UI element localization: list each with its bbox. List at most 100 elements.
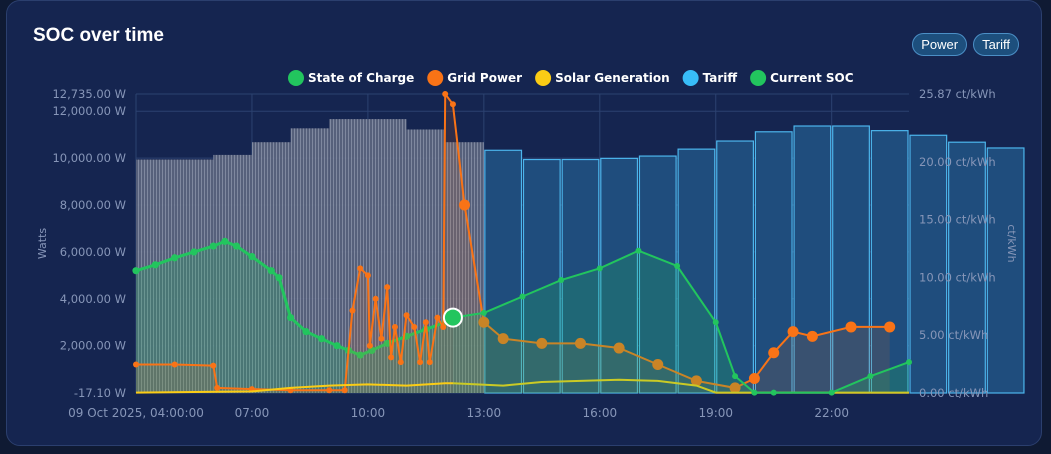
- axes: -17.10 W 2,000.00 W 4,000.00 W 6,000.00 W 8,…: [36, 87, 1018, 420]
- tariff-bar: [986, 147, 1025, 394]
- state-of-charge-point: [248, 253, 256, 261]
- grid-power-point: [422, 319, 429, 326]
- x-tick-label: 10:00: [351, 406, 386, 420]
- current-soc-point: [519, 293, 526, 300]
- series-lines: [132, 91, 912, 396]
- current-soc-point: [480, 309, 487, 316]
- tariff-bar-past: [367, 119, 407, 394]
- state-of-charge-point: [209, 242, 217, 250]
- current-soc-line: [452, 249, 910, 394]
- grid-power-point: [449, 101, 456, 108]
- current-soc-point: [674, 262, 681, 269]
- grid-power-point: [384, 284, 391, 291]
- x-tick-label: 13:00: [467, 406, 502, 420]
- solar-generation-legend-label: Solar Generation: [555, 71, 670, 85]
- grid-power-point: [366, 342, 373, 349]
- grid-power-point: [497, 333, 509, 345]
- state-of-charge-point: [190, 248, 198, 256]
- current-soc-point: [596, 265, 603, 272]
- grid-power-point: [806, 330, 818, 342]
- state-of-charge-legend-label: State of Charge: [308, 71, 414, 85]
- chart-toggle-group: Power Tariff: [912, 33, 1019, 56]
- tariff-bar: [638, 155, 677, 394]
- grid-power-point: [613, 342, 625, 354]
- y-right-tick-label: 15.00 ct/kWh: [919, 213, 996, 227]
- grid-power-point: [478, 316, 490, 328]
- tariff-bar-past: [406, 129, 446, 393]
- current-soc-legend-label: Current SOC: [770, 71, 854, 85]
- tariff-bar-past: [136, 159, 175, 393]
- tariff-bar-past: [445, 142, 484, 393]
- tariff-legend-label: Tariff: [703, 71, 738, 85]
- current-soc-point: [770, 389, 777, 396]
- state-of-charge-area: [136, 241, 453, 393]
- tariff-bar: [561, 158, 600, 394]
- y-left-tick-label: -17.10 W: [74, 386, 126, 400]
- tariff-bar: [484, 149, 523, 394]
- state-of-charge-point: [232, 242, 241, 250]
- grid-power-point: [214, 384, 221, 391]
- x-tick-label: 19:00: [698, 406, 733, 420]
- grid-power-point: [133, 361, 139, 368]
- grid-power-point: [349, 307, 356, 314]
- state-of-charge-point: [151, 261, 159, 269]
- tariff-bar: [522, 158, 561, 394]
- grid-power-point: [440, 323, 447, 330]
- y-right-tick-label: 5.00 ct/kWh: [919, 328, 988, 342]
- grid-power-point: [729, 382, 741, 394]
- state-of-charge-point: [302, 328, 310, 336]
- power-button[interactable]: Power: [912, 33, 968, 56]
- state-of-charge-point: [221, 237, 229, 245]
- y-right-axis-label: ct/kWh: [1005, 224, 1018, 262]
- grid-power-point: [378, 335, 385, 342]
- current-soc-point: [635, 247, 642, 254]
- current-soc-point: [732, 373, 739, 380]
- grid-power-point: [690, 375, 702, 387]
- legend: State of Charge Grid Power Solar Generatio…: [288, 70, 854, 86]
- current-soc-point: [751, 389, 758, 396]
- y-left-tick-label: 12,000.00 W: [52, 104, 126, 118]
- state-of-charge-point: [267, 267, 275, 275]
- grid-power-point: [536, 337, 548, 349]
- y-right-tick-label: 0.00 ct/kWh: [919, 386, 988, 400]
- grid-power-point: [391, 323, 398, 330]
- y-right-tick-label: 20.00 ct/kWh: [919, 155, 996, 169]
- grid-power-point: [426, 359, 433, 366]
- y-left-axis-label: Watts: [36, 228, 49, 260]
- grid-power-point: [768, 347, 780, 359]
- current-soc-marker: [442, 307, 463, 328]
- grid-power-point: [388, 354, 395, 361]
- x-tick-label: 22:00: [814, 406, 849, 420]
- grid-power-point: [372, 295, 379, 302]
- y-left-tick-label: 6,000.00 W: [60, 245, 126, 259]
- tariff-bar: [870, 130, 909, 394]
- tariff-button[interactable]: Tariff: [973, 33, 1019, 56]
- grid-power-point: [442, 91, 449, 97]
- current-soc-area: [452, 250, 909, 393]
- grid-power-point: [845, 321, 857, 333]
- grid-power-point: [574, 337, 586, 349]
- grid-power-point: [364, 272, 371, 279]
- grid-power-point: [652, 358, 664, 370]
- current-soc-legend-swatch: [750, 70, 767, 86]
- card-title: SOC over time: [33, 25, 164, 46]
- current-soc-point: [906, 359, 912, 366]
- grid-power-legend-label: Grid Power: [447, 71, 522, 85]
- x-tick-label: 09 Oct 2025, 04:00:00: [68, 406, 204, 420]
- tariff-legend-swatch: [682, 70, 699, 86]
- current-soc-point: [558, 277, 565, 284]
- x-tick-label: 07:00: [235, 406, 270, 420]
- tariff-bar: [948, 141, 986, 394]
- state-of-charge-point: [287, 313, 295, 322]
- y-left-tick-label: 8,000.00 W: [60, 198, 126, 212]
- grid-power-area: [136, 94, 890, 393]
- grid-power-point: [210, 362, 217, 369]
- grid-power-point: [459, 199, 471, 211]
- x-tick-label: 16:00: [583, 406, 618, 420]
- y-left-tick-label: 10,000.00 W: [52, 151, 126, 165]
- grid-power-point: [397, 359, 404, 366]
- grid-power-point: [434, 314, 441, 321]
- current-soc-point: [828, 389, 835, 396]
- y-right-tick-label: 10.00 ct/kWh: [919, 270, 996, 284]
